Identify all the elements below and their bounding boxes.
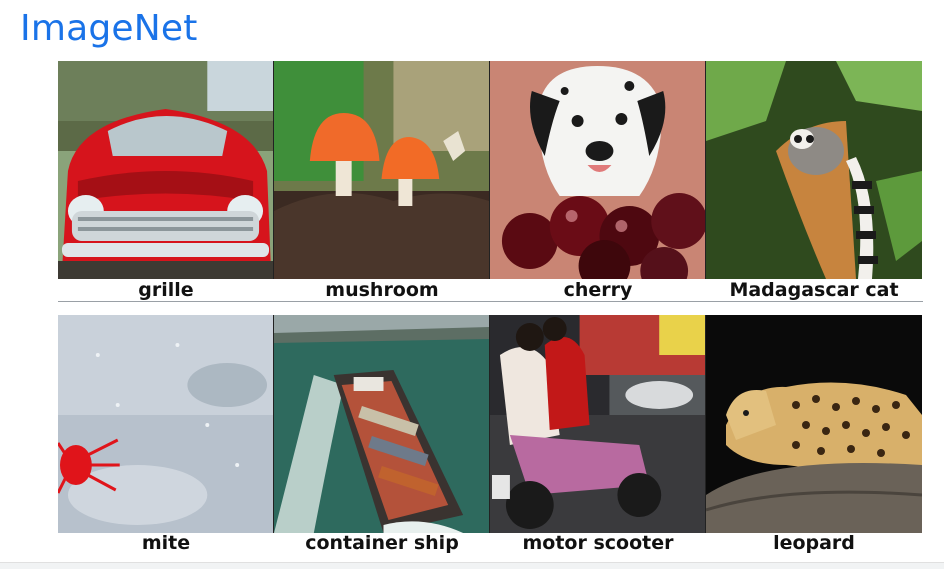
red-mite-icon [58,315,273,533]
label-motor-scooter: motor scooter [522,532,674,554]
label-mushroom: mushroom [325,279,439,301]
orange-mushroom-icon [274,61,489,279]
label-leopard: leopard [773,532,855,554]
label-cherry: cherry [563,279,633,301]
container-ship-icon [274,315,489,533]
image-row-2 [58,315,923,533]
image-row-1 [58,61,923,279]
ring-tailed-lemur-icon [706,61,922,279]
red-car-grille-icon [58,61,273,279]
label-container-ship: container ship [305,532,459,554]
label-madagascar-cat: Madagascar cat [729,279,899,301]
image-container-ship [274,315,490,533]
bottom-bar [0,562,944,569]
label-row-2: mite container ship motor scooter leopar… [58,531,923,555]
image-leopard [706,315,922,533]
label-row-1: grille mushroom cherry Madagascar cat [58,278,923,302]
image-madagascar-cat [706,61,922,279]
image-mite [58,315,274,533]
image-mushroom [274,61,490,279]
motor-scooter-icon [490,315,705,533]
label-mite: mite [141,532,191,554]
label-grille: grille [138,279,194,301]
page-title: ImageNet [20,8,198,49]
leopard-icon [706,315,922,533]
image-grille [58,61,274,279]
dalmatian-cherries-icon [490,61,705,279]
image-cherry [490,61,706,279]
row-divider [58,301,923,302]
image-motor-scooter [490,315,706,533]
